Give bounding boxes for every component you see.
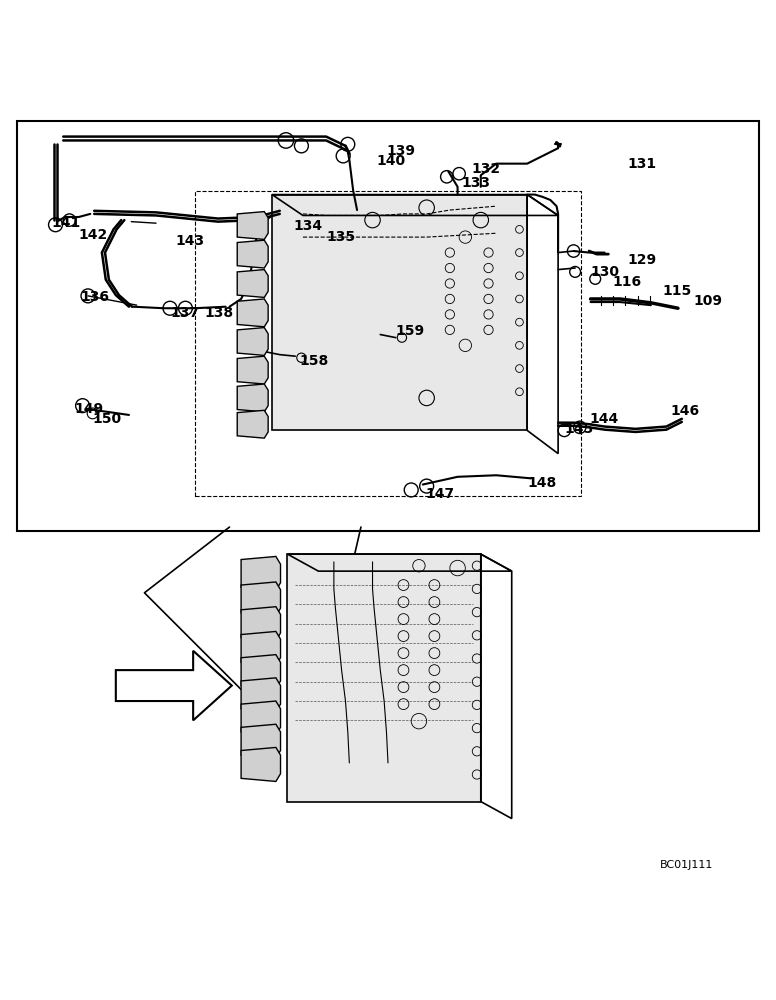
Text: 136: 136 xyxy=(80,290,109,304)
Text: 142: 142 xyxy=(78,228,108,242)
Polygon shape xyxy=(237,384,268,412)
Text: 116: 116 xyxy=(612,275,641,289)
Text: BC01J111: BC01J111 xyxy=(660,860,712,870)
Polygon shape xyxy=(241,631,280,665)
Text: 138: 138 xyxy=(204,306,233,320)
Text: 149: 149 xyxy=(74,402,104,416)
Text: 140: 140 xyxy=(376,154,406,168)
Text: 147: 147 xyxy=(425,487,454,501)
Text: 141: 141 xyxy=(52,216,81,230)
Text: 133: 133 xyxy=(462,176,490,190)
Text: 115: 115 xyxy=(663,284,691,298)
Text: 150: 150 xyxy=(92,412,122,426)
Text: 137: 137 xyxy=(170,306,199,320)
Text: 109: 109 xyxy=(694,294,722,308)
Polygon shape xyxy=(272,195,527,430)
Text: 134: 134 xyxy=(293,219,323,233)
Polygon shape xyxy=(237,299,268,327)
Polygon shape xyxy=(241,556,280,590)
Text: 132: 132 xyxy=(472,162,501,176)
Polygon shape xyxy=(116,651,232,720)
Polygon shape xyxy=(241,678,280,712)
Text: 129: 129 xyxy=(628,253,656,267)
Polygon shape xyxy=(241,724,280,758)
Text: 144: 144 xyxy=(589,412,618,426)
Text: 135: 135 xyxy=(326,230,355,244)
Text: 148: 148 xyxy=(527,476,556,490)
Text: 130: 130 xyxy=(591,265,619,279)
Text: 139: 139 xyxy=(386,144,415,158)
Polygon shape xyxy=(237,356,268,384)
Polygon shape xyxy=(237,410,268,438)
Text: 159: 159 xyxy=(396,324,424,338)
Polygon shape xyxy=(241,607,280,641)
Text: 145: 145 xyxy=(564,422,594,436)
Text: 131: 131 xyxy=(628,157,656,171)
Polygon shape xyxy=(237,240,268,268)
Polygon shape xyxy=(241,747,280,781)
Text: 146: 146 xyxy=(670,404,699,418)
Polygon shape xyxy=(287,554,481,802)
Polygon shape xyxy=(237,212,268,239)
Polygon shape xyxy=(241,582,280,616)
Polygon shape xyxy=(241,655,280,689)
Polygon shape xyxy=(237,328,268,355)
Polygon shape xyxy=(241,701,280,735)
Text: 158: 158 xyxy=(299,354,328,368)
Text: 143: 143 xyxy=(175,234,205,248)
Polygon shape xyxy=(237,270,268,297)
